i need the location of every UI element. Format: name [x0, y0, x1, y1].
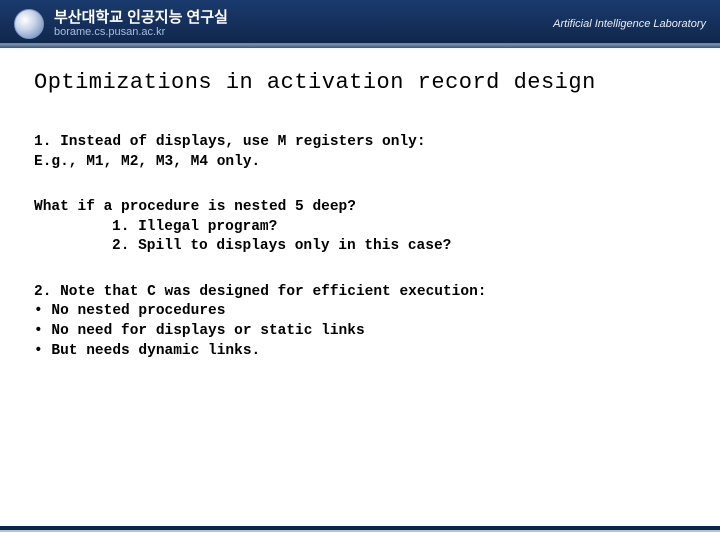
university-seal-icon: [14, 9, 44, 39]
section-3-line-2: • No nested procedures: [34, 302, 686, 322]
header-subtitle: borame.cs.pusan.ac.kr: [54, 26, 228, 38]
section-2-line-2: 1. Illegal program?: [34, 218, 686, 238]
section-3-line-4: • But needs dynamic links.: [34, 342, 686, 362]
section-1-line-1: 1. Instead of displays, use M registers …: [34, 133, 686, 153]
slide-header: 부산대학교 인공지능 연구실 borame.cs.pusan.ac.kr Art…: [0, 0, 720, 48]
section-3-line-3: • No need for displays or static links: [34, 322, 686, 342]
slide-content: Optimizations in activation record desig…: [0, 48, 720, 361]
section-2-line-3: 2. Spill to displays only in this case?: [34, 237, 686, 257]
header-swoosh: [0, 43, 720, 51]
section-2: What if a procedure is nested 5 deep? 1.…: [34, 198, 686, 257]
section-1: 1. Instead of displays, use M registers …: [34, 133, 686, 172]
footer-spacer: [0, 532, 720, 540]
header-left: 부산대학교 인공지능 연구실 borame.cs.pusan.ac.kr: [14, 9, 228, 39]
section-2-line-1: What if a procedure is nested 5 deep?: [34, 198, 686, 218]
section-1-line-2: E.g., M1, M2, M3, M4 only.: [34, 153, 686, 173]
header-title: 부산대학교 인공지능 연구실: [54, 10, 228, 27]
slide-footer: [0, 526, 720, 540]
header-right-label: Artificial Intelligence Laboratory: [553, 18, 706, 30]
header-text-block: 부산대학교 인공지능 연구실 borame.cs.pusan.ac.kr: [54, 10, 228, 39]
section-3-line-1: 2. Note that C was designed for efficien…: [34, 283, 686, 303]
section-3: 2. Note that C was designed for efficien…: [34, 283, 686, 361]
slide-title: Optimizations in activation record desig…: [34, 70, 686, 95]
